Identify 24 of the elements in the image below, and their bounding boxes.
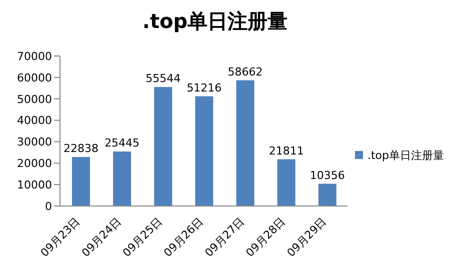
- y-tick-label: 50000: [17, 92, 52, 106]
- data-label: 10356: [310, 168, 345, 182]
- bar: [195, 96, 214, 206]
- y-tick-label: 20000: [17, 157, 52, 170]
- data-label: 55544: [146, 72, 181, 85]
- bar: [154, 86, 172, 206]
- data-label: 21811: [268, 144, 304, 158]
- y-tick-label: 10000: [17, 178, 52, 192]
- data-label: 51216: [186, 81, 222, 94]
- data-label: 25445: [104, 136, 140, 150]
- y-tick-label: 60000: [17, 71, 52, 84]
- data-label: 22838: [64, 142, 98, 156]
- y-tick-label: 0: [45, 200, 52, 213]
- bar: [318, 184, 336, 206]
- y-tick-label: 70000: [17, 50, 52, 63]
- data-label: 58662: [228, 65, 263, 78]
- y-tick-label: 40000: [17, 114, 52, 128]
- legend-label: .top单日注册量: [367, 148, 444, 162]
- bar: [113, 151, 132, 206]
- bar: [236, 80, 254, 206]
- chart-title: .top单日注册量: [141, 8, 289, 35]
- y-tick-label: 30000: [17, 136, 52, 149]
- bar: [72, 157, 90, 206]
- bar: [277, 159, 296, 206]
